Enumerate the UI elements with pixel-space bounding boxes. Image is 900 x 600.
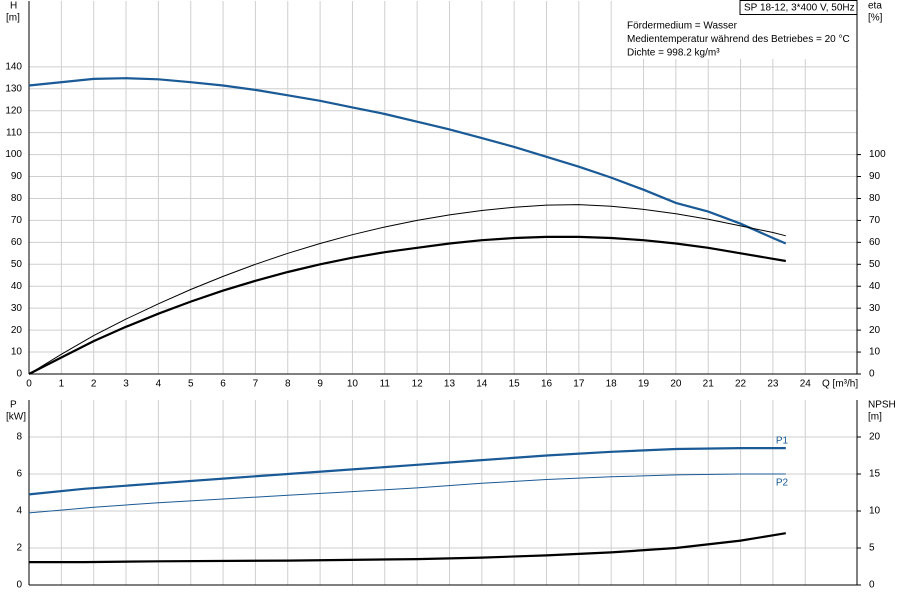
y2-axis-unit: [m] (868, 412, 882, 423)
y2-tick-label: 15 (869, 469, 881, 480)
curve (28, 235, 786, 375)
y-tick-label: 140 (5, 61, 22, 72)
x-tick-label: 9 (317, 379, 323, 390)
y-tick-label: 80 (11, 193, 23, 204)
annotation: Medientemperatur während des Betriebes =… (627, 34, 850, 45)
y-axis-unit: [kW] (6, 412, 26, 423)
x-tick-label: 4 (156, 379, 162, 390)
x-axis-label: Q [m³/h] (822, 379, 858, 390)
y-tick-label: 8 (16, 432, 22, 443)
curve (28, 204, 786, 375)
x-tick-label: 15 (509, 379, 521, 390)
y-tick-label: 130 (5, 83, 22, 94)
y-tick-label: 20 (11, 325, 23, 336)
y2-tick-label: 80 (869, 193, 881, 204)
y-tick-label: 30 (11, 303, 23, 314)
y2-axis-unit: [%] (868, 13, 883, 24)
y2-tick-label: 30 (869, 303, 881, 314)
x-tick-label: 17 (573, 379, 585, 390)
curve (29, 532, 786, 564)
y-axis-unit: [m] (6, 13, 20, 24)
y2-tick-label: 20 (869, 325, 881, 336)
x-tick-label: 22 (735, 379, 747, 390)
x-tick-label: 5 (188, 379, 194, 390)
annotation: Dichte = 998.2 kg/m³ (627, 48, 720, 59)
x-tick-label: 13 (444, 379, 456, 390)
curve (28, 473, 786, 514)
y2-tick-label: 60 (869, 237, 881, 248)
y-tick-label: 0 (16, 369, 22, 380)
y2-tick-label: 90 (869, 171, 881, 182)
y2-tick-label: 5 (869, 543, 875, 554)
y-axis-label: P (10, 400, 17, 411)
y-tick-label: 4 (16, 506, 22, 517)
y2-tick-label: 10 (869, 347, 881, 358)
x-tick-label: 20 (670, 379, 682, 390)
series-label: P2 (776, 478, 789, 489)
y-tick-label: 120 (5, 105, 22, 116)
y-tick-label: 50 (11, 259, 23, 270)
x-tick-label: 7 (253, 379, 259, 390)
model-title: SP 18-12, 3*400 V, 50Hz (744, 3, 855, 14)
y2-tick-label: 70 (869, 215, 881, 226)
x-tick-label: 8 (285, 379, 291, 390)
x-tick-label: 19 (638, 379, 650, 390)
y2-tick-label: 100 (869, 149, 886, 160)
curve (28, 447, 786, 496)
annotation: Fördermedium = Wasser (627, 21, 738, 32)
y-tick-label: 6 (16, 469, 22, 480)
y2-tick-label: 50 (869, 259, 881, 270)
y-tick-label: 90 (11, 171, 23, 182)
y2-tick-label: 0 (869, 580, 875, 591)
y-axis-label: H (10, 1, 17, 12)
x-tick-label: 2 (91, 379, 97, 390)
y-tick-label: 100 (5, 149, 22, 160)
y2-tick-label: 0 (869, 369, 875, 380)
x-tick-label: 14 (476, 379, 488, 390)
y-tick-label: 70 (11, 215, 23, 226)
y-tick-label: 110 (6, 127, 22, 138)
x-tick-label: 24 (800, 379, 812, 390)
y2-axis-label: eta (868, 1, 882, 12)
y-tick-label: 60 (11, 237, 23, 248)
y-tick-label: 40 (11, 281, 23, 292)
y2-tick-label: 40 (869, 281, 881, 292)
y2-tick-label: 10 (869, 506, 881, 517)
y-tick-label: 0 (16, 580, 22, 591)
y-tick-label: 2 (16, 543, 22, 554)
x-tick-label: 1 (59, 379, 65, 390)
series-label: P1 (776, 436, 789, 447)
x-tick-label: 16 (541, 379, 553, 390)
curve (28, 77, 787, 245)
x-tick-label: 23 (767, 379, 779, 390)
y2-tick-label: 20 (869, 432, 881, 443)
x-tick-label: 3 (123, 379, 129, 390)
y2-axis-label: NPSH (868, 400, 896, 411)
x-tick-label: 11 (380, 379, 391, 390)
x-tick-label: 0 (26, 379, 32, 390)
x-tick-label: 12 (412, 379, 424, 390)
y-tick-label: 10 (11, 347, 23, 358)
x-tick-label: 18 (606, 379, 618, 390)
x-tick-label: 10 (347, 379, 359, 390)
x-tick-label: 6 (220, 379, 226, 390)
x-tick-label: 21 (703, 379, 715, 390)
